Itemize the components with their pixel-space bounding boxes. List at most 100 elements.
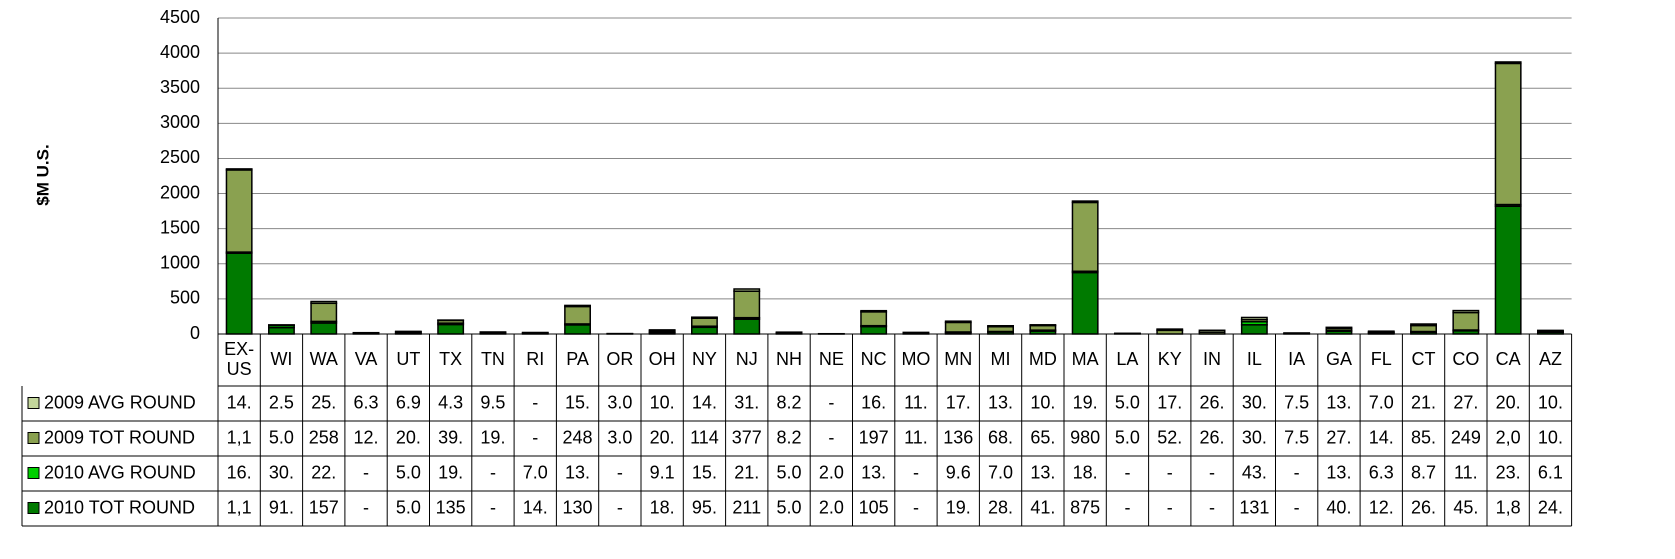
- bar: [733, 288, 761, 292]
- table-cell: 1,1: [227, 427, 252, 447]
- table-cell: 10.: [1538, 427, 1563, 447]
- legend-swatch: [27, 432, 40, 444]
- table-cell: 5.0: [1115, 392, 1140, 412]
- y-tick-label: 2000: [160, 182, 200, 202]
- table-cell: 52.: [1157, 427, 1182, 447]
- table-cell: -: [1124, 497, 1130, 517]
- legend-label: 2010 AVG ROUND: [44, 462, 196, 482]
- bar: [1198, 329, 1226, 333]
- bar: [1494, 61, 1522, 65]
- table-cell: 30.: [269, 462, 294, 482]
- bar: [1494, 205, 1522, 335]
- table-cell: 7.5: [1284, 427, 1309, 447]
- bar: [1410, 324, 1437, 333]
- table-cell: 5.0: [396, 497, 421, 517]
- table-cell: 6.1: [1538, 462, 1563, 482]
- x-tick-label: GA: [1326, 349, 1352, 369]
- bar: [733, 318, 761, 335]
- table-cell: 18.: [1073, 462, 1098, 482]
- bar: [1240, 324, 1268, 335]
- table-cell: -: [828, 427, 834, 447]
- table-cell: 6.3: [1369, 462, 1394, 482]
- table-cell: 45.: [1453, 497, 1478, 517]
- x-tick-label: RI: [526, 349, 544, 369]
- y-tick-label: 2500: [160, 147, 200, 167]
- x-tick-label: CA: [1496, 349, 1521, 369]
- table-cell: -: [828, 392, 834, 412]
- table-cell: 7.5: [1284, 392, 1309, 412]
- bar: [1156, 328, 1184, 332]
- y-tick-label: 1000: [160, 253, 200, 273]
- table-cell: 5.0: [777, 497, 802, 517]
- bar: [1071, 201, 1099, 273]
- table-cell: 31.: [734, 392, 759, 412]
- bar: [1071, 200, 1099, 204]
- table-cell: 2.0: [819, 462, 844, 482]
- x-tick-label: IA: [1288, 349, 1305, 369]
- table-cell: 23.: [1496, 462, 1521, 482]
- table-cell: 12.: [1369, 497, 1394, 517]
- table-cell: 136: [943, 427, 973, 447]
- table-cell: 258: [309, 427, 339, 447]
- bar: [479, 331, 507, 334]
- bar: [564, 304, 591, 308]
- table-cell: -: [1294, 462, 1300, 482]
- table-cell: 10.: [650, 392, 675, 412]
- table-cell: 85.: [1411, 427, 1436, 447]
- table-cell: 105: [859, 497, 889, 517]
- table-cell: -: [1124, 462, 1130, 482]
- table-cell: 13.: [1326, 392, 1351, 412]
- table-cell: 5.0: [269, 427, 294, 447]
- table-cell: 41.: [1030, 497, 1055, 517]
- x-tick-label: MN: [944, 349, 972, 369]
- x-tick-label: TX: [439, 349, 462, 369]
- table-cell: 16.: [227, 462, 252, 482]
- table-cell: 980: [1070, 427, 1100, 447]
- y-tick-label: 3000: [160, 112, 200, 132]
- x-tick-label: NH: [776, 349, 802, 369]
- table-cell: 13.: [1030, 462, 1055, 482]
- x-tick-label: IL: [1247, 349, 1262, 369]
- table-cell: -: [1209, 497, 1215, 517]
- table-cell: 7.0: [988, 462, 1013, 482]
- table-cell: 157: [309, 497, 339, 517]
- table-cell: 65.: [1030, 427, 1055, 447]
- bar: [860, 309, 888, 313]
- table-cell: 17.: [946, 392, 971, 412]
- y-tick-label: 4500: [160, 7, 200, 27]
- table-cell: 19.: [946, 497, 971, 517]
- bar: [1071, 271, 1099, 335]
- legend-swatch: [27, 397, 40, 409]
- table-cell: 30.: [1242, 392, 1267, 412]
- table-cell: 197: [859, 427, 889, 447]
- y-tick-label: 1500: [160, 217, 200, 237]
- table-cell: 3.0: [607, 392, 632, 412]
- x-tick-label: PA: [566, 349, 589, 369]
- table-cell: 7.0: [1369, 392, 1394, 412]
- bar: [860, 311, 888, 327]
- table-cell: 11.: [1454, 462, 1478, 482]
- x-tick-label: MA: [1072, 349, 1099, 369]
- table-cell: 131: [1239, 497, 1269, 517]
- table-cell: 10.: [1030, 392, 1055, 412]
- table-cell: 135: [436, 497, 466, 517]
- table-cell: -: [913, 462, 919, 482]
- table-cell: 19.: [1073, 392, 1098, 412]
- table-cell: 6.3: [354, 392, 379, 412]
- bar: [860, 325, 888, 335]
- table-cell: 21.: [734, 462, 759, 482]
- table-cell: 130: [563, 497, 593, 517]
- x-tick-label: AZ: [1539, 349, 1562, 369]
- bar: [310, 302, 338, 323]
- bar: [1452, 309, 1480, 314]
- table-cell: -: [363, 497, 369, 517]
- table-cell: 39.: [438, 427, 463, 447]
- table-cell: 12.: [354, 427, 379, 447]
- bar: [1240, 316, 1268, 321]
- table-cell: -: [1167, 462, 1173, 482]
- x-tick-label: TN: [481, 349, 505, 369]
- table-cell: -: [1294, 497, 1300, 517]
- x-tick-label: CT: [1412, 349, 1436, 369]
- table-cell: 7.0: [523, 462, 548, 482]
- y-tick-label: 3500: [160, 77, 200, 97]
